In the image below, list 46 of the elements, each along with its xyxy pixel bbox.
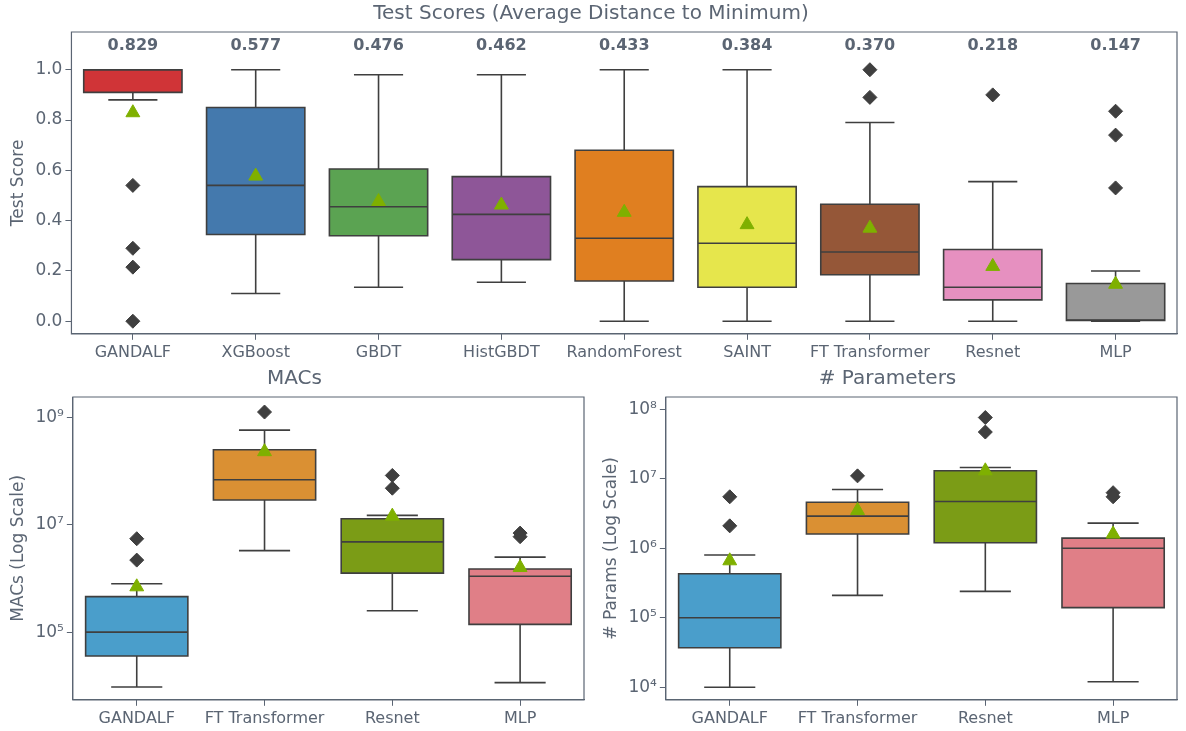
x-tick-label: GANDALF <box>691 707 768 727</box>
x-tick-label: FT Transformer <box>204 707 325 727</box>
text: 0.218 <box>967 35 1019 55</box>
y-axis-title: Test Score <box>6 139 27 228</box>
y-tick-label: 0.6 <box>35 158 63 179</box>
text: 0.384 <box>721 35 773 55</box>
x-tick-label: XGBoost <box>221 341 290 361</box>
x-tick-label: MLP <box>503 707 537 727</box>
x-tick-label: Resnet <box>957 707 1013 727</box>
x-tick-label: RandomForest <box>566 341 682 361</box>
text: 0.433 <box>598 35 650 55</box>
text: 0.370 <box>844 35 896 55</box>
x-tick-label: MLP <box>1096 707 1130 727</box>
y-tick-label: 1.0 <box>35 58 63 79</box>
y-tick-label: 10⁷ <box>35 513 65 534</box>
text: 0.577 <box>230 35 281 55</box>
y-tick-label: 0.4 <box>35 209 63 230</box>
chart-title: Test Scores (Average Distance to Minimum) <box>372 0 809 25</box>
y-tick-label: 10⁶ <box>628 536 658 557</box>
y-tick-label: 10⁹ <box>35 405 65 426</box>
x-tick-label: FT Transformer <box>797 707 918 727</box>
y-tick-label: 10⁵ <box>35 620 64 641</box>
chart-title: MACs <box>267 365 322 390</box>
x-tick-label: SAINT <box>723 341 772 361</box>
x-tick-label: GBDT <box>355 341 402 361</box>
y-tick-label: 10⁷ <box>628 467 658 488</box>
chart-title: # Parameters <box>818 365 957 390</box>
y-tick-label: 0.2 <box>35 259 63 280</box>
text: 0.829 <box>107 35 159 55</box>
text: 0.147 <box>1090 35 1141 55</box>
y-tick-label: 10⁸ <box>628 397 658 418</box>
y-axis-title: MACs (Log Scale) <box>6 474 27 622</box>
y-tick-label: 0.0 <box>35 309 63 330</box>
x-tick-label: FT Transformer <box>810 341 931 361</box>
x-tick-label: Resnet <box>965 341 1021 361</box>
x-tick-label: GANDALF <box>98 707 175 727</box>
y-tick-label: 10⁵ <box>628 606 657 627</box>
text: 0.462 <box>476 35 527 55</box>
x-tick-label: Resnet <box>364 707 420 727</box>
x-tick-label: HistGBDT <box>463 341 540 361</box>
y-tick-label: 0.8 <box>35 108 63 129</box>
x-tick-label: MLP <box>1099 341 1133 361</box>
y-axis-title: # Params (Log Scale) <box>599 457 620 640</box>
x-tick-label: GANDALF <box>94 341 172 361</box>
y-tick-label: 10⁴ <box>628 675 658 696</box>
text: 0.476 <box>353 35 404 55</box>
